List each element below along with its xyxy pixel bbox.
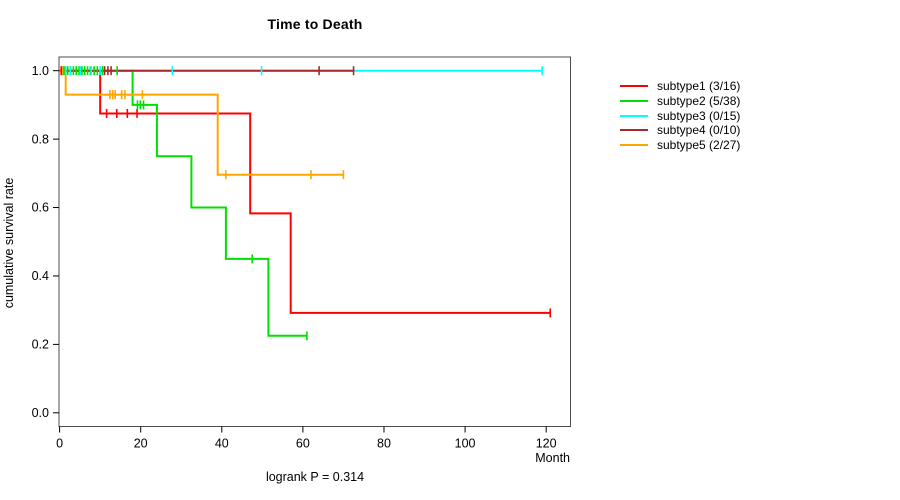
y-tick-label: 0.8 <box>32 132 49 146</box>
x-axis-label: Month <box>535 451 570 465</box>
legend-label: subtype3 (0/15) <box>657 108 741 123</box>
legend-line-swatch <box>620 100 648 103</box>
y-tick-label: 1.0 <box>32 64 49 78</box>
x-tick-label: 20 <box>134 437 148 451</box>
legend-row-subtype3: subtype3 (0/15) <box>620 108 740 123</box>
legend-label: subtype2 (5/38) <box>657 94 741 109</box>
legend-row-subtype5: subtype5 (2/27) <box>620 138 740 153</box>
legend-label: subtype4 (0/10) <box>657 123 741 138</box>
x-tick-label: 0 <box>56 437 63 451</box>
legend-line-swatch <box>620 144 648 147</box>
survival-curve-subtype5 <box>59 69 344 176</box>
x-tick-label: 80 <box>377 437 391 451</box>
legend-row-subtype4: subtype4 (0/10) <box>620 123 740 138</box>
y-tick-label: 0.6 <box>32 201 49 215</box>
legend-line-swatch <box>620 114 648 117</box>
y-tick-label: 0.4 <box>32 269 49 283</box>
legend-line-swatch <box>620 85 648 88</box>
x-tick-label: 100 <box>455 437 476 451</box>
x-tick-label: 120 <box>536 437 557 451</box>
plot-box <box>58 56 571 427</box>
y-tick-label: 0.0 <box>32 406 49 420</box>
logrank-footnote: logrank P = 0.314 <box>265 470 365 484</box>
survival-curve-subtype2 <box>59 69 307 337</box>
chart-title: Time to Death <box>267 16 363 32</box>
survival-curve-subtype1 <box>59 69 551 314</box>
x-tick-label: 60 <box>296 437 310 451</box>
y-tick-label: 0.2 <box>32 338 49 352</box>
legend-label: subtype1 (3/16) <box>657 79 741 94</box>
legend-row-subtype2: subtype2 (5/38) <box>620 94 740 109</box>
legend-row-subtype1: subtype1 (3/16) <box>620 79 740 94</box>
x-tick-label: 40 <box>215 437 229 451</box>
legend: subtype1 (3/16) subtype2 (5/38) subtype3 (… <box>620 79 740 152</box>
legend-label: subtype5 (2/27) <box>657 138 741 153</box>
legend-line-swatch <box>620 129 648 132</box>
